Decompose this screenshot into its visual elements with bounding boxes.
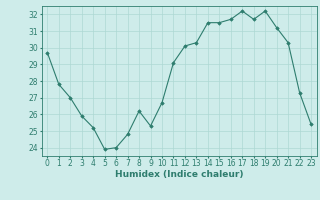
X-axis label: Humidex (Indice chaleur): Humidex (Indice chaleur): [115, 170, 244, 179]
